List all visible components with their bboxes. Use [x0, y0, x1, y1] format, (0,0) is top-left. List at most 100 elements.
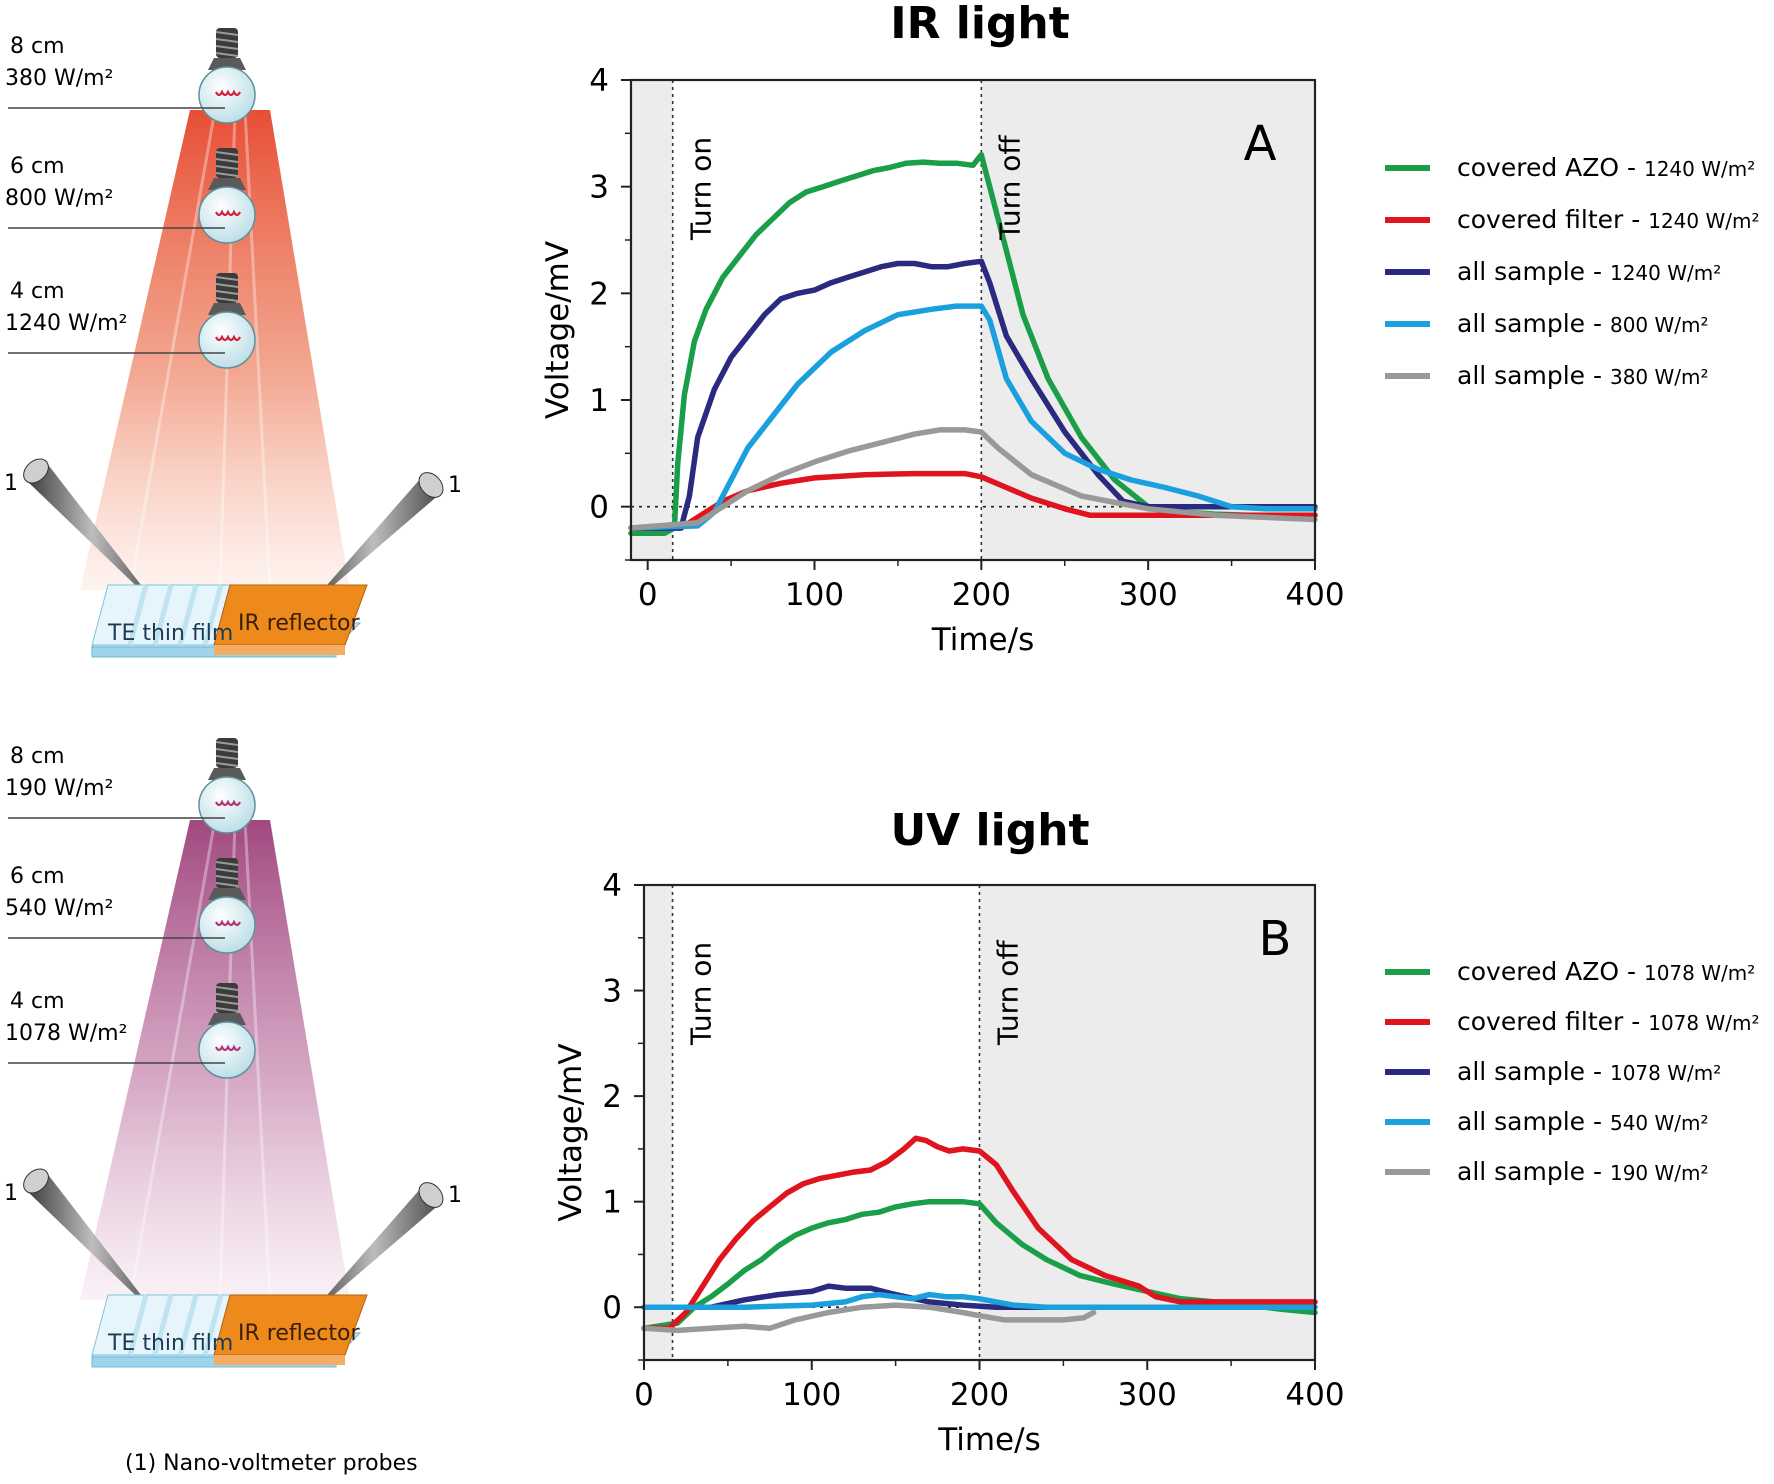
bulb-thread [215, 290, 239, 295]
legend-series-name: covered AZO - [1457, 153, 1644, 182]
lamp-irradiance-label: 380 W/m² [5, 66, 113, 91]
y-tick-label: 0 [602, 1290, 622, 1326]
film-stripe [152, 1294, 174, 1356]
legend-entry-1: covered AZO - 1240 W/m² [1457, 153, 1755, 182]
filament-icon [215, 334, 241, 342]
ir-reflector-label: IR reflector [238, 1321, 360, 1346]
turn-off-label: Turn off [992, 940, 1025, 1046]
bulb-thread [215, 1007, 239, 1012]
lamp-1: 8 cm 380 W/m² [5, 28, 256, 124]
turn-on-label: Turn on [685, 137, 718, 241]
bulb-neck [208, 303, 246, 315]
probe-left-icon [26, 462, 158, 607]
legend-series-unit: 1078 W/m² [1648, 1011, 1759, 1035]
legend-series-unit: 1240 W/m² [1610, 261, 1721, 285]
lamp-irradiance-label: 1078 W/m² [5, 1021, 127, 1046]
legend-entry-4: all sample - 800 W/m² [1457, 309, 1709, 338]
legend-series-name: all sample - [1457, 1057, 1610, 1086]
bulb-neck [208, 58, 246, 70]
light-ray [243, 109, 272, 591]
legend-series-name: all sample - [1457, 309, 1610, 338]
film-stripe [202, 1294, 224, 1356]
shaded-region [631, 80, 673, 560]
lamp-3: 4 cm 1078 W/m² [5, 983, 256, 1079]
lamp-irradiance-label: 1240 W/m² [5, 311, 127, 336]
x-tick-label: 100 [785, 577, 844, 613]
lamp-irradiance-label: 800 W/m² [5, 186, 113, 211]
lamp-2: 6 cm 540 W/m² [5, 858, 256, 954]
probe-right-tip [418, 472, 444, 498]
y-tick-label: 1 [589, 383, 609, 419]
legend-entry-5: all sample - 190 W/m² [1457, 1157, 1709, 1186]
light-ray [128, 109, 217, 591]
filament-icon [215, 89, 241, 97]
shaded-region [979, 885, 1315, 1360]
probe-left-number: 1 [4, 1181, 18, 1206]
te-thin-film-label: TE thin film [107, 1331, 233, 1356]
series-line-2 [641, 1135, 1318, 1332]
bulb-thread [215, 172, 239, 177]
series-line-5 [641, 1302, 1097, 1334]
bulb-thread [215, 986, 239, 991]
lamp-irradiance-label: 540 W/m² [5, 896, 113, 921]
legend-series-unit: 1240 W/m² [1644, 157, 1755, 181]
legend-series-name: all sample - [1457, 1107, 1610, 1136]
ir-reflector-label: IR reflector [238, 611, 360, 636]
turn-on-label: Turn on [685, 942, 718, 1046]
lamp-distance-label: 8 cm [10, 34, 65, 59]
legend-series-name: all sample - [1457, 257, 1610, 286]
x-tick-label: 300 [1118, 1377, 1177, 1413]
bulb-base-icon [216, 148, 238, 178]
probe-right-number: 1 [448, 473, 462, 498]
legend-entry-4: all sample - 540 W/m² [1457, 1107, 1709, 1136]
light-ray [243, 819, 272, 1301]
ir-reflector-edge [214, 645, 345, 655]
film-stripe [177, 584, 199, 646]
probe-left-tip [23, 1168, 49, 1194]
lamp-2: 6 cm 800 W/m² [5, 148, 256, 244]
series-line-4 [641, 1291, 1318, 1310]
series-line-4 [628, 303, 1318, 531]
film-stripe [177, 1294, 199, 1356]
panel-label: A [1244, 116, 1277, 172]
bulb-thread [215, 875, 239, 880]
bulb-thread [215, 297, 239, 302]
bulb-thread [215, 45, 239, 50]
legend-series-unit: 800 W/m² [1610, 313, 1709, 337]
lamp-1: 8 cm 190 W/m² [5, 738, 256, 834]
probe-right-tip [418, 1182, 444, 1208]
x-tick-label: 400 [1285, 1377, 1344, 1413]
filament-icon [215, 209, 241, 217]
bulb-neck [208, 1013, 246, 1025]
bulb-thread [215, 748, 239, 753]
probe-right-icon [306, 1188, 441, 1319]
bulb-thread [215, 861, 239, 866]
legend-series-unit: 1240 W/m² [1648, 209, 1759, 233]
x-tick-label: 100 [782, 1377, 841, 1413]
chart-ir: 0 100 200 300 400 0 1 2 3 4 Time/s Voltage/mV IR lig… [540, 0, 1760, 658]
legend-entry-3: all sample - 1240 W/m² [1457, 257, 1721, 286]
film-stripe [202, 584, 224, 646]
y-tick-label: 1 [602, 1185, 622, 1221]
turn-off-label: Turn off [993, 135, 1026, 241]
lamp-distance-label: 4 cm [10, 989, 65, 1014]
setup-diagram-uv: 8 cm 190 W/m² 6 cm 540 W/m² 4 cm 1078 W/m² 1 1 T… [4, 738, 462, 1368]
probe-right-icon [306, 478, 441, 609]
chart-title: IR light [890, 0, 1070, 49]
legend-series-name: all sample - [1457, 1157, 1610, 1186]
bulb-thread [215, 283, 239, 288]
legend-series-unit: 190 W/m² [1610, 1161, 1709, 1185]
x-tick-label: 0 [634, 1377, 654, 1413]
x-tick-label: 200 [950, 1377, 1009, 1413]
x-axis-label: Time/s [931, 622, 1034, 658]
lamp-distance-label: 6 cm [10, 154, 65, 179]
x-tick-label: 0 [638, 577, 658, 613]
bulb-thread [215, 755, 239, 760]
x-axis-label: Time/s [937, 1422, 1040, 1458]
bulb-thread [215, 31, 239, 36]
legend-entry-1: covered AZO - 1078 W/m² [1457, 957, 1755, 986]
setup-diagram-ir: 8 cm 380 W/m² 6 cm 800 W/m² 4 cm 1240 W/m² 1 1 T… [4, 28, 462, 658]
bulb-thread [215, 38, 239, 43]
